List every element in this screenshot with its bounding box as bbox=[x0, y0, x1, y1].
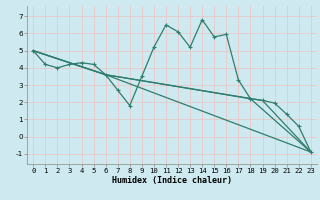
X-axis label: Humidex (Indice chaleur): Humidex (Indice chaleur) bbox=[112, 176, 232, 185]
